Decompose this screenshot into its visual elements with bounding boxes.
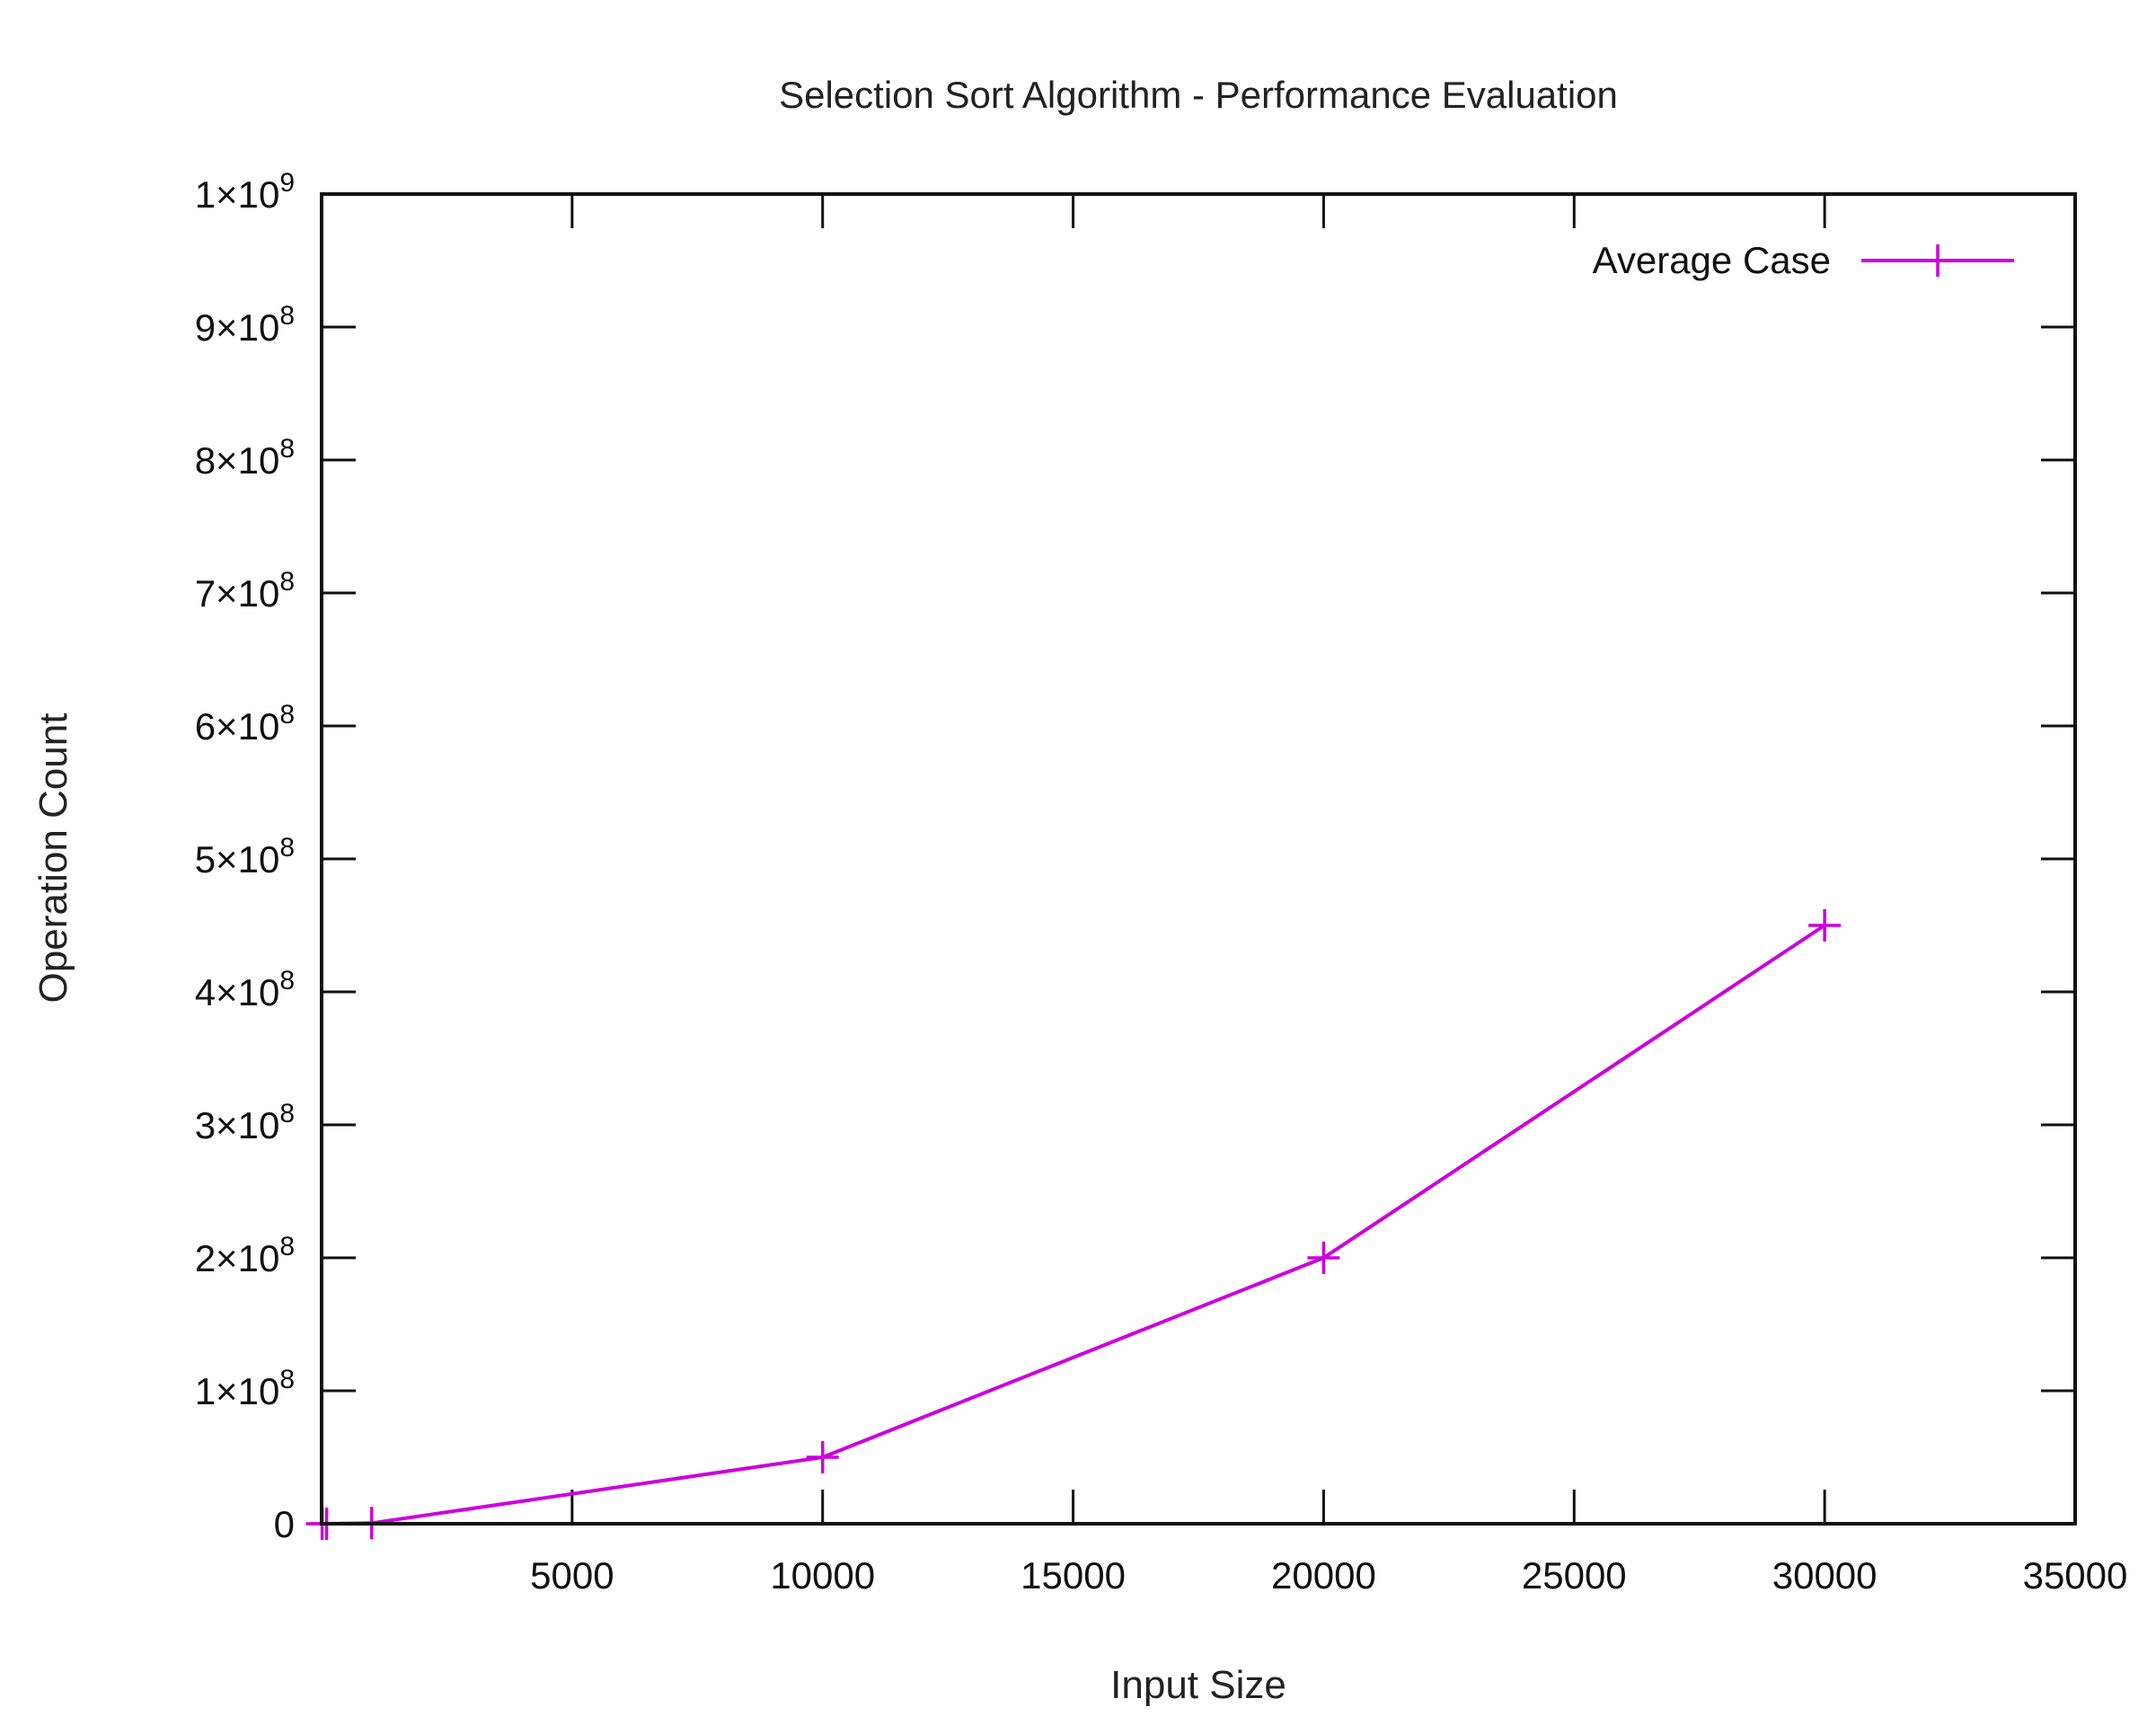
- y-tick-mantissa: 1×10: [195, 1370, 280, 1412]
- y-tick-exponent: 8: [279, 700, 295, 730]
- y-tick-label: 7×108: [195, 567, 295, 615]
- x-tick-label: 15000: [1021, 1554, 1126, 1597]
- plot-frame: [320, 192, 2077, 1526]
- series-line-0: [322, 924, 1826, 1526]
- y-tick-exponent: 9: [279, 168, 295, 198]
- y-tick-mantissa: 8×10: [195, 439, 280, 482]
- y-tick-exponent: 8: [279, 1365, 295, 1394]
- y-tick-mantissa: 6×10: [195, 705, 280, 748]
- axis-ticks: 5000 10000 15000 20000 25000 30000 3500001×108…: [195, 168, 2128, 1597]
- y-tick-mantissa: 5×10: [195, 838, 280, 880]
- y-tick-exponent: 8: [279, 1232, 295, 1261]
- x-tick-label: 25000: [1522, 1554, 1627, 1597]
- y-tick-exponent: 8: [279, 301, 295, 331]
- x-tick-label: 20000: [1271, 1554, 1376, 1597]
- y-tick-label: 5×108: [195, 833, 295, 880]
- y-tick-label: 4×108: [195, 966, 295, 1013]
- y-tick-mantissa: 9×10: [195, 306, 280, 349]
- legend-marker-sample: [1922, 244, 1954, 277]
- y-tick-exponent: 8: [279, 833, 295, 862]
- y-tick-exponent: 8: [279, 567, 295, 597]
- y-tick-mantissa: 2×10: [195, 1237, 280, 1279]
- y-tick-exponent: 8: [279, 1099, 295, 1128]
- y-tick-label: 2×108: [195, 1232, 295, 1279]
- y-tick-label: 6×108: [195, 700, 295, 748]
- x-axis-label: Input Size: [1110, 1663, 1286, 1707]
- y-tick-label: 3×108: [195, 1099, 295, 1146]
- y-tick-mantissa: 1×10: [195, 173, 280, 216]
- y-tick-label: 1×108: [195, 1365, 295, 1412]
- y-tick-label: 8×108: [195, 434, 295, 482]
- y-tick-label: 9×108: [195, 301, 295, 349]
- data-point: [806, 1441, 839, 1473]
- series-layer: [305, 909, 1842, 1540]
- legend: Average Case: [1593, 239, 2014, 281]
- y-tick-mantissa: 3×10: [195, 1104, 280, 1146]
- y-tick-label: 0: [274, 1503, 295, 1545]
- data-point: [1808, 909, 1842, 942]
- y-tick-exponent: 8: [279, 434, 295, 464]
- legend-entry-label: Average Case: [1593, 239, 1831, 281]
- data-point: [1307, 1242, 1340, 1274]
- y-tick-label: 1×109: [195, 168, 295, 216]
- y-tick-exponent: 8: [279, 966, 295, 995]
- x-tick-label: 35000: [2023, 1554, 2128, 1597]
- y-axis-label: Operation Count: [31, 713, 75, 1004]
- x-tick-label: 10000: [770, 1554, 875, 1597]
- y-tick-mantissa: 4×10: [195, 971, 280, 1013]
- x-tick-label: 30000: [1772, 1554, 1878, 1597]
- x-tick-label: 5000: [530, 1554, 614, 1597]
- y-tick-mantissa: 0: [274, 1503, 295, 1545]
- y-tick-mantissa: 7×10: [195, 572, 280, 615]
- chart-title: Selection Sort Algorithm - Performance E…: [779, 74, 1618, 116]
